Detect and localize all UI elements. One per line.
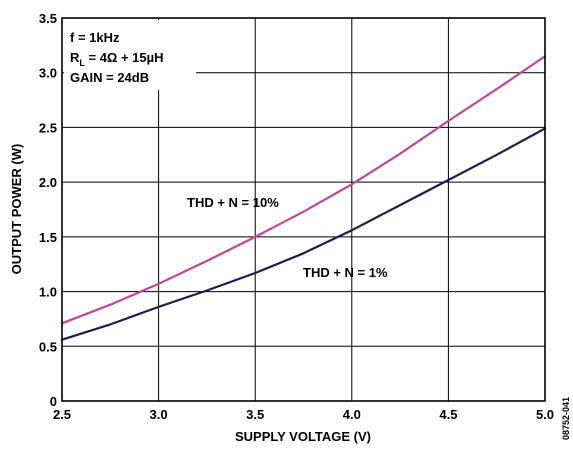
x-axis-label: SUPPLY VOLTAGE (V)	[235, 429, 371, 444]
y-tick-label-0: 0	[50, 394, 57, 409]
y-tick-label-3: 1.5	[39, 230, 57, 245]
condition-load: RL = 4Ω + 15µH	[70, 50, 164, 68]
series-line-1	[60, 127, 547, 341]
condition-gain: GAIN = 24dB	[70, 70, 149, 85]
x-tick-label-0: 2.5	[53, 407, 71, 422]
y-tick-labels: 0 0.5 1.0 1.5 2.0 2.5 3.0 3.5	[39, 11, 57, 409]
series-label-thd-1: THD + N = 1%	[303, 265, 388, 280]
x-tick-label-3: 4.0	[343, 407, 361, 422]
x-tick-labels: 2.5 3.0 3.5 4.0 4.5 5.0	[53, 407, 554, 422]
conditions-box	[64, 20, 196, 90]
y-tick-label-5: 2.5	[39, 120, 57, 135]
x-tick-label-5: 5.0	[536, 407, 554, 422]
x-tick-label-1: 3.0	[150, 407, 168, 422]
condition-load-value: = 4Ω + 15µH	[85, 50, 164, 65]
series-lines	[60, 55, 547, 341]
series-line-0	[60, 55, 547, 325]
y-axis-label: OUTPUT POWER (W)	[9, 144, 24, 275]
y-tick-label-4: 2.0	[39, 175, 57, 190]
x-tick-label-4: 4.5	[439, 407, 457, 422]
y-tick-label-2: 1.0	[39, 285, 57, 300]
condition-frequency: f = 1kHz	[70, 30, 120, 45]
y-tick-label-6: 3.0	[39, 66, 57, 81]
condition-load-subscript: L	[79, 58, 85, 68]
x-tick-label-2: 3.5	[246, 407, 264, 422]
figure-id: 08752-041	[561, 397, 571, 440]
y-tick-label-1: 0.5	[39, 339, 57, 354]
test-conditions: f = 1kHz RL = 4Ω + 15µH GAIN = 24dB	[64, 20, 196, 90]
plot-frame	[61, 17, 546, 402]
condition-load-prefix: R	[70, 50, 80, 65]
series-label-thd-10: THD + N = 10%	[187, 195, 279, 210]
y-tick-label-7: 3.5	[39, 11, 57, 26]
